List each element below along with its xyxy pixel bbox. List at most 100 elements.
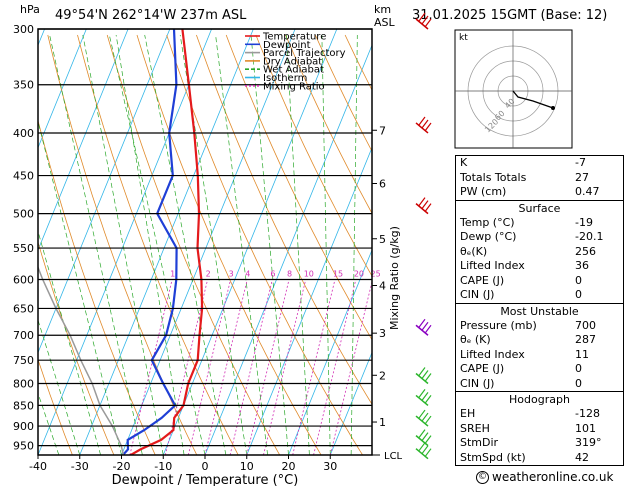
pressure-tick-label: 450 [13, 170, 34, 183]
row-value: 319° [575, 436, 602, 449]
isotherm-line [204, 44, 372, 455]
pressure-tick-label: 950 [13, 440, 34, 453]
wind-barb-flag [424, 448, 432, 458]
pressure-tick-label: 800 [13, 378, 34, 391]
hodo-row: SREH 101 [456, 422, 623, 437]
row-value: 0 [575, 376, 582, 390]
mixing-ratio-label: 8 [287, 270, 292, 279]
wind-barb-flag [418, 367, 426, 376]
wind-barb-flag [418, 429, 426, 438]
hodograph-point [551, 106, 555, 110]
mixing-ratio-label: 15 [333, 270, 343, 279]
hpa-label: hPa [20, 3, 40, 16]
wind-barb-flag [424, 324, 432, 334]
mixing-ratio-label: 10 [304, 270, 314, 279]
wind-barb-flag [418, 12, 426, 22]
rows1-row: PW (cm) 0.47 [456, 185, 623, 200]
row-value: 27 [575, 170, 589, 184]
legend-label: Dry Adiabat [263, 56, 322, 67]
row-value: 42 [575, 450, 589, 464]
hodograph-trace [512, 90, 554, 109]
unstable-row: CIN (J) 0 [456, 377, 623, 392]
row-key: EH [460, 407, 476, 420]
wet-adiabat [144, 34, 227, 455]
wind-barb-flag [421, 15, 429, 25]
pressure-tick-label: 700 [13, 329, 34, 342]
row-key: StmSpd (kt) [460, 450, 526, 464]
copyright-icon: © [476, 471, 489, 484]
copyright-footer: © weatheronline.co.uk [476, 470, 613, 484]
wet-adiabat [250, 34, 289, 455]
wind-barb-flag [421, 321, 429, 331]
row-key: SREH [460, 421, 490, 435]
isotherm-line [288, 249, 372, 455]
hodograph-title: Hodograph [456, 391, 623, 407]
x-tick-label: -30 [71, 460, 89, 473]
row-key: CIN (J) [460, 376, 495, 390]
location-title: 49°54'N 262°14'W 237m ASL [55, 8, 247, 23]
wind-barb-flag [421, 119, 429, 129]
row-value: 0.47 [575, 185, 600, 198]
pressure-tick-label: 300 [13, 23, 34, 36]
hodograph-label: kt [459, 33, 468, 43]
row-key: θₑ(K) [460, 244, 488, 258]
km-tick-label: 1 [379, 416, 386, 429]
wet-adiabat [38, 120, 122, 455]
wind-barb-flag [421, 370, 429, 379]
surface-title: Surface [456, 199, 623, 216]
surface-row: Dewp (°C) -20.1 [456, 230, 623, 245]
row-value: 0 [575, 288, 582, 301]
wind-barb-flag [421, 445, 429, 455]
dry-adiabat [285, 34, 372, 215]
isotherm-line [121, 29, 296, 455]
dry-adiabat [38, 358, 73, 455]
wet-adiabat [350, 34, 358, 455]
isotherm-line [38, 29, 171, 354]
legend-label: Parcel Trajectory [263, 48, 346, 59]
row-value: 36 [575, 259, 589, 272]
pressure-tick-label: 400 [13, 127, 34, 140]
wet-adiabat [215, 34, 268, 455]
wind-barb-flag [421, 412, 429, 422]
wet-adiabat [286, 34, 310, 455]
wind-barb-flag [421, 392, 429, 401]
dry-adiabat [38, 119, 156, 455]
lcl-label: LCL [384, 451, 403, 462]
row-value: 101 [575, 421, 596, 435]
dry-adiabat [166, 34, 363, 455]
row-value: 287 [575, 333, 596, 346]
dry-adiabat [225, 34, 372, 341]
km-tick-label: 7 [379, 124, 386, 137]
hodo-row: StmDir 319° [456, 436, 623, 451]
hodo-row: StmSpd (kt) 42 [456, 451, 623, 466]
surface-row: CAPE (J) 0 [456, 274, 623, 289]
wind-barb-flag [424, 415, 432, 425]
row-value: 256 [575, 244, 596, 258]
row-key: Temp (°C) [460, 215, 515, 229]
x-tick-label: -10 [154, 460, 172, 473]
wind-barb-flag [421, 432, 429, 441]
unstable-title: Most Unstable [456, 302, 623, 319]
wet-adiabat [321, 34, 331, 455]
legend-label: Wet Adiabat [263, 65, 324, 76]
mixing-ratio-label: 1 [170, 270, 175, 279]
pressure-tick-label: 550 [13, 242, 34, 255]
x-tick-label: -20 [113, 460, 131, 473]
datetime-title: 31.01.2025 15GMT (Base: 12) [412, 8, 608, 23]
mixing-ratio-label: 25 [371, 270, 381, 279]
row-key: PW (cm) [460, 185, 507, 198]
indices-table: K -7 Totals Totals 27 PW (cm) 0.47 Surface Te… [455, 155, 624, 466]
row-key: Pressure (mb) [460, 318, 537, 332]
pressure-tick-label: 850 [13, 399, 34, 412]
dry-adiabat [255, 34, 372, 277]
pressure-tick-label: 650 [13, 302, 34, 315]
mixing-ratio-line [229, 279, 273, 455]
row-key: StmDir [460, 436, 499, 449]
mixing-ratio-label: 20 [354, 270, 364, 279]
row-key: CIN (J) [460, 288, 495, 301]
row-key: K [460, 156, 468, 169]
rows1-row: Totals Totals 27 [456, 171, 623, 186]
dry-adiabat [77, 34, 239, 455]
row-value: -19 [575, 215, 593, 229]
wind-barb-flag [418, 197, 426, 206]
